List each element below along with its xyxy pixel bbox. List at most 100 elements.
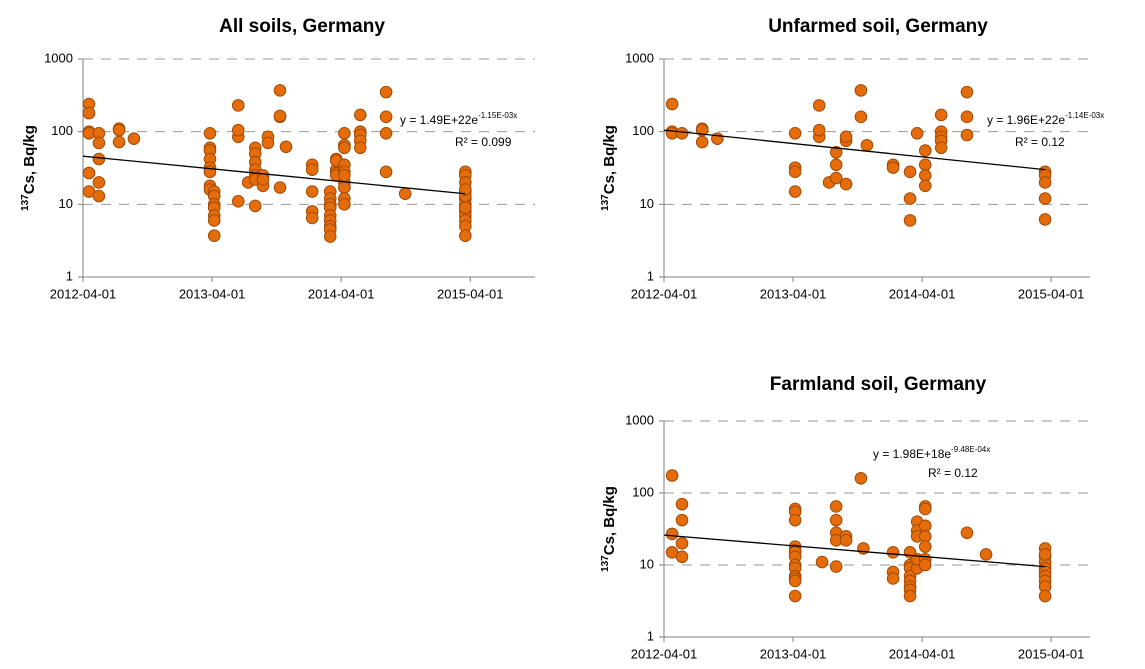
trendline: [663, 534, 1046, 568]
x-tick-label: 2015-04-01: [1018, 286, 1085, 301]
data-point: [338, 181, 351, 194]
data-point: [903, 589, 917, 603]
data-point: [379, 85, 393, 99]
r-squared: R² = 0.099: [455, 135, 512, 149]
data-point: [231, 195, 245, 208]
data-point: [92, 176, 106, 189]
data-point: [256, 173, 270, 186]
y-tick-label: 1000: [625, 412, 654, 427]
data-point: [305, 211, 319, 225]
data-point: [231, 99, 245, 112]
data-point: [231, 123, 245, 137]
y-tick-label: 1: [647, 628, 654, 643]
x-tick-label: 2012-04-01: [631, 286, 698, 301]
data-point: [92, 152, 106, 166]
data-point: [829, 158, 843, 172]
chart-panel: Unfarmed soil, Germany 137Cs, Bq/kg 1 10 100…: [600, 16, 1105, 301]
data-point: [379, 110, 393, 124]
data-point: [92, 189, 106, 203]
y-tick-label: 10: [640, 196, 654, 211]
data-point: [839, 534, 853, 547]
data-point: [812, 123, 826, 137]
data-point: [903, 165, 917, 179]
y-tick-label: 100: [632, 484, 654, 499]
data-point: [273, 84, 287, 97]
data-point: [112, 123, 126, 137]
trendline: [82, 155, 466, 195]
data-point: [675, 126, 689, 140]
trendline: [663, 129, 1046, 171]
data-point: [248, 199, 262, 213]
data-point: [960, 110, 974, 124]
data-point: [1038, 192, 1052, 205]
data-point: [1038, 176, 1052, 189]
data-point: [860, 138, 874, 152]
y-axis-label: 137Cs, Bq/kg: [20, 125, 38, 211]
data-point: [979, 548, 993, 561]
x-tick-label: 2013-04-01: [760, 646, 827, 661]
data-point: [918, 158, 932, 172]
x-tick-label: 2013-04-01: [179, 286, 246, 301]
equation-exponent: -1.15E-03x: [478, 111, 517, 120]
data-point: [1038, 589, 1052, 603]
data-point: [918, 540, 932, 553]
data-point: [903, 192, 917, 205]
data-point: [934, 108, 948, 122]
data-point: [918, 179, 932, 193]
data-point: [788, 513, 802, 527]
data-point: [918, 519, 932, 533]
x-tick-label: 2014-04-01: [889, 286, 956, 301]
data-point: [854, 84, 868, 97]
data-point: [788, 126, 802, 140]
x-tick-label: 2014-04-01: [308, 286, 375, 301]
data-point: [379, 165, 393, 179]
y-axis-label: 137Cs, Bq/kg: [600, 486, 618, 572]
data-point: [305, 163, 319, 176]
y-axis-label-text: Cs, Bq/kg: [21, 125, 38, 194]
data-point: [918, 502, 932, 516]
chart-title: All soils, Germany: [219, 16, 385, 37]
data-point: [960, 85, 974, 99]
data-point: [695, 135, 709, 149]
y-tick-label: 1: [647, 268, 654, 283]
data-point: [788, 165, 802, 179]
y-axis-label: 137Cs, Bq/kg: [600, 125, 618, 211]
y-axis-label-superscript: 137: [600, 194, 611, 211]
r-squared: R² = 0.12: [1015, 135, 1065, 149]
data-point: [886, 572, 900, 585]
data-point: [459, 229, 472, 243]
r-squared: R² = 0.12: [928, 466, 978, 480]
trendline-equation: y = 1.49E+22e-1.15E-03x: [400, 111, 517, 127]
data-point: [918, 169, 932, 182]
y-tick-label: 1: [66, 268, 73, 283]
chart-title: Farmland soil, Germany: [770, 374, 987, 395]
data-point: [261, 136, 275, 150]
y-axis-label-text: Cs, Bq/kg: [601, 125, 618, 194]
data-point: [127, 132, 141, 146]
equation-text: y = 1.96E+22e: [987, 113, 1065, 127]
data-point: [788, 185, 802, 198]
data-point: [839, 130, 853, 144]
data-point: [82, 106, 96, 120]
data-point: [960, 526, 974, 540]
data-point: [812, 99, 826, 112]
data-point: [1038, 213, 1052, 226]
data-point: [665, 97, 679, 111]
x-tick-label: 2012-04-01: [631, 646, 698, 661]
data-point: [854, 110, 868, 124]
data-point: [398, 187, 412, 201]
data-point: [815, 555, 829, 569]
data-point: [788, 589, 802, 603]
data-point: [459, 201, 472, 214]
data-point: [273, 181, 287, 194]
data-point: [675, 537, 689, 550]
data-point: [829, 171, 843, 185]
y-tick-label: 1000: [625, 50, 654, 65]
data-point: [854, 472, 868, 485]
data-point: [279, 140, 293, 154]
data-point: [353, 108, 367, 122]
data-point: [829, 500, 843, 513]
data-point: [92, 136, 106, 150]
